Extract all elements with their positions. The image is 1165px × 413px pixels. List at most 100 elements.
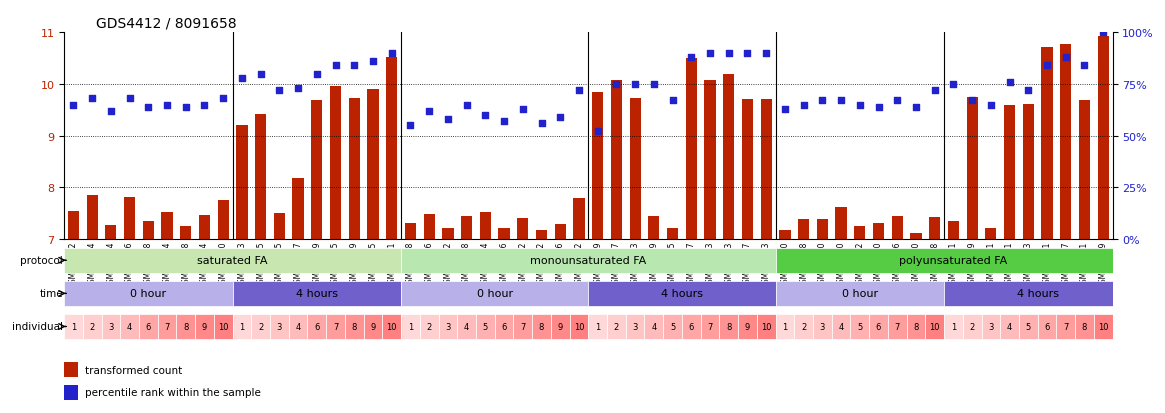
Text: 10: 10 — [930, 322, 940, 331]
Point — [739, 50, 757, 57]
FancyBboxPatch shape — [214, 314, 233, 339]
FancyBboxPatch shape — [401, 248, 776, 273]
Text: 9: 9 — [370, 322, 375, 331]
Text: 7: 7 — [707, 322, 713, 331]
Bar — [499, 228, 510, 240]
FancyBboxPatch shape — [869, 314, 888, 339]
FancyBboxPatch shape — [776, 314, 795, 339]
FancyBboxPatch shape — [233, 281, 401, 306]
Bar — [142, 221, 154, 240]
Text: 4: 4 — [127, 322, 133, 331]
Bar — [948, 221, 959, 240]
Text: 4 hours: 4 hours — [661, 289, 702, 299]
Bar — [986, 228, 996, 240]
Point — [588, 129, 607, 135]
FancyBboxPatch shape — [813, 314, 832, 339]
Point — [925, 88, 944, 94]
Point — [888, 98, 906, 104]
Bar — [1023, 104, 1035, 240]
Bar — [292, 179, 304, 240]
FancyBboxPatch shape — [1019, 314, 1038, 339]
Text: 7: 7 — [333, 322, 338, 331]
Point — [795, 102, 813, 109]
Text: GDS4412 / 8091658: GDS4412 / 8091658 — [96, 17, 236, 31]
Text: 10: 10 — [761, 322, 771, 331]
Point — [570, 88, 588, 94]
Bar — [854, 227, 866, 240]
Bar — [517, 219, 529, 240]
FancyBboxPatch shape — [495, 314, 514, 339]
Text: 5: 5 — [670, 322, 676, 331]
Point — [419, 108, 438, 115]
Point — [363, 59, 382, 65]
Text: 10: 10 — [387, 322, 397, 331]
Text: protocol: protocol — [21, 256, 63, 266]
FancyBboxPatch shape — [944, 281, 1131, 306]
Text: 4 hours: 4 hours — [296, 289, 338, 299]
Bar — [705, 81, 715, 240]
Point — [308, 71, 326, 78]
Point — [944, 81, 962, 88]
Point — [850, 102, 869, 109]
Point — [906, 104, 925, 111]
Text: 8: 8 — [726, 322, 732, 331]
Point — [438, 116, 457, 123]
Text: 10: 10 — [1097, 322, 1108, 331]
FancyBboxPatch shape — [120, 314, 139, 339]
Text: 8: 8 — [352, 322, 356, 331]
Bar — [1079, 101, 1090, 240]
Bar — [480, 213, 490, 240]
Text: 3: 3 — [820, 322, 825, 331]
Text: 6: 6 — [1044, 322, 1050, 331]
Text: 8: 8 — [913, 322, 919, 331]
FancyBboxPatch shape — [326, 314, 345, 339]
Bar — [255, 114, 267, 240]
Text: 3: 3 — [108, 322, 113, 331]
Text: 0 hour: 0 hour — [842, 289, 878, 299]
Text: 1: 1 — [595, 322, 600, 331]
Bar — [348, 99, 360, 240]
Point — [401, 123, 419, 129]
Point — [663, 98, 682, 104]
FancyBboxPatch shape — [757, 314, 776, 339]
Bar — [386, 58, 397, 240]
Text: 7: 7 — [895, 322, 899, 331]
Text: 5: 5 — [482, 322, 488, 331]
FancyBboxPatch shape — [438, 314, 457, 339]
Bar — [648, 216, 659, 240]
Bar — [1097, 37, 1109, 240]
Bar — [367, 90, 379, 240]
FancyBboxPatch shape — [1038, 314, 1057, 339]
Point — [157, 102, 176, 109]
Text: time: time — [40, 289, 63, 299]
Point — [476, 112, 495, 119]
Text: 8: 8 — [539, 322, 544, 331]
FancyBboxPatch shape — [64, 314, 83, 339]
Bar — [199, 215, 210, 240]
Point — [1075, 63, 1094, 69]
Text: 3: 3 — [988, 322, 994, 331]
Text: 1: 1 — [239, 322, 245, 331]
Point — [1057, 55, 1075, 61]
Bar — [330, 87, 341, 240]
Text: 4: 4 — [651, 322, 657, 331]
FancyBboxPatch shape — [776, 281, 944, 306]
FancyBboxPatch shape — [644, 314, 663, 339]
Text: 2: 2 — [614, 322, 619, 331]
Text: 2: 2 — [802, 322, 806, 331]
Bar — [742, 100, 753, 240]
Bar — [592, 93, 603, 240]
Bar — [798, 220, 810, 240]
FancyBboxPatch shape — [345, 314, 363, 339]
FancyBboxPatch shape — [570, 314, 588, 339]
Bar — [274, 214, 285, 240]
FancyBboxPatch shape — [1094, 314, 1113, 339]
Point — [345, 63, 363, 69]
Point — [289, 85, 308, 92]
Text: percentile rank within the sample: percentile rank within the sample — [85, 387, 261, 397]
Bar — [86, 196, 98, 240]
Point — [644, 81, 663, 88]
Text: 6: 6 — [876, 322, 881, 331]
Bar — [64, 385, 78, 400]
Text: 8: 8 — [1082, 322, 1087, 331]
